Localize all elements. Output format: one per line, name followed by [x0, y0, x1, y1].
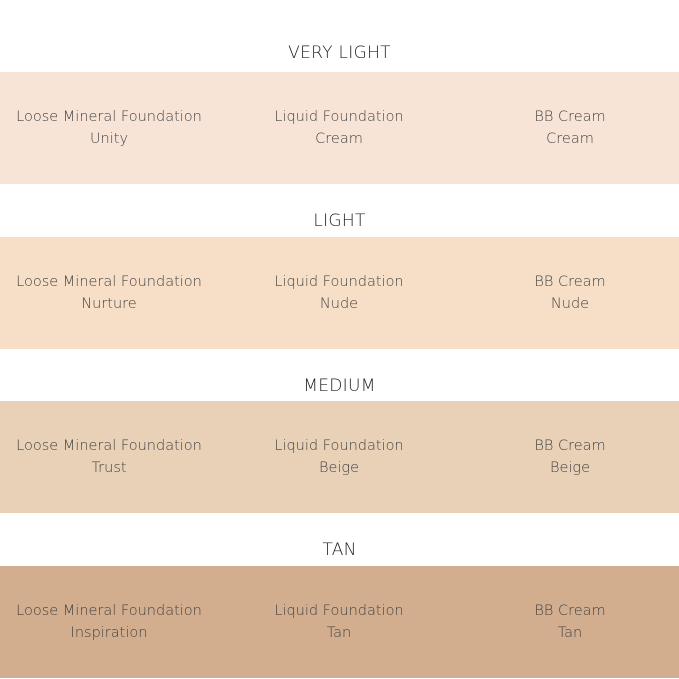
- shade-name: Unity: [89, 131, 129, 147]
- shade-item: Liquid Foundation Beige: [224, 401, 454, 513]
- shade-item: BB Cream Beige: [455, 401, 679, 513]
- product-name: Loose Mineral Foundation: [16, 109, 202, 125]
- shade-name: Tan: [557, 625, 583, 641]
- product-name: Loose Mineral Foundation: [16, 274, 202, 290]
- shade-name: Beige: [318, 460, 360, 476]
- shade-name: Beige: [549, 460, 591, 476]
- shade-name: Cream: [315, 131, 363, 147]
- shade-item: Loose Mineral Foundation Inspiration: [0, 566, 224, 678]
- shade-name: Trust: [91, 460, 127, 476]
- shade-band: Loose Mineral Foundation Nurture Liquid Fo…: [0, 237, 679, 349]
- product-name: Liquid Foundation: [274, 274, 404, 290]
- shade-item: Loose Mineral Foundation Trust: [0, 401, 224, 513]
- product-name: Loose Mineral Foundation: [16, 438, 202, 454]
- product-name: Loose Mineral Foundation: [16, 603, 202, 619]
- shade-band: Loose Mineral Foundation Trust Liquid Foun…: [0, 401, 679, 513]
- shade-name: Cream: [546, 131, 594, 147]
- shade-name: Nude: [550, 296, 590, 312]
- shade-item: BB Cream Nude: [455, 237, 679, 349]
- product-name: BB Cream: [534, 274, 606, 290]
- shade-item: BB Cream Cream: [455, 72, 679, 184]
- product-name: Liquid Foundation: [274, 109, 404, 125]
- product-name: Liquid Foundation: [274, 603, 404, 619]
- section-title: MEDIUM: [303, 376, 376, 396]
- shade-item: BB Cream Tan: [455, 566, 679, 678]
- shade-item: Liquid Foundation Tan: [224, 566, 454, 678]
- product-name: BB Cream: [534, 438, 606, 454]
- product-name: BB Cream: [534, 603, 606, 619]
- section-title: TAN: [322, 540, 357, 560]
- shade-name: Nurture: [81, 296, 137, 312]
- section-title: VERY LIGHT: [288, 43, 391, 63]
- section-title: LIGHT: [313, 211, 366, 231]
- shade-band: Loose Mineral Foundation Unity Liquid Foun…: [0, 72, 679, 184]
- shade-name: Inspiration: [70, 625, 148, 641]
- shade-item: Loose Mineral Foundation Unity: [0, 72, 224, 184]
- shade-name: Tan: [326, 625, 352, 641]
- product-name: Liquid Foundation: [274, 438, 404, 454]
- shade-item: Liquid Foundation Nude: [224, 237, 454, 349]
- shade-item: Liquid Foundation Cream: [224, 72, 454, 184]
- shade-name: Nude: [319, 296, 359, 312]
- shade-item: Loose Mineral Foundation Nurture: [0, 237, 224, 349]
- product-name: BB Cream: [534, 109, 606, 125]
- shade-band: Loose Mineral Foundation Inspiration Liqui…: [0, 566, 679, 678]
